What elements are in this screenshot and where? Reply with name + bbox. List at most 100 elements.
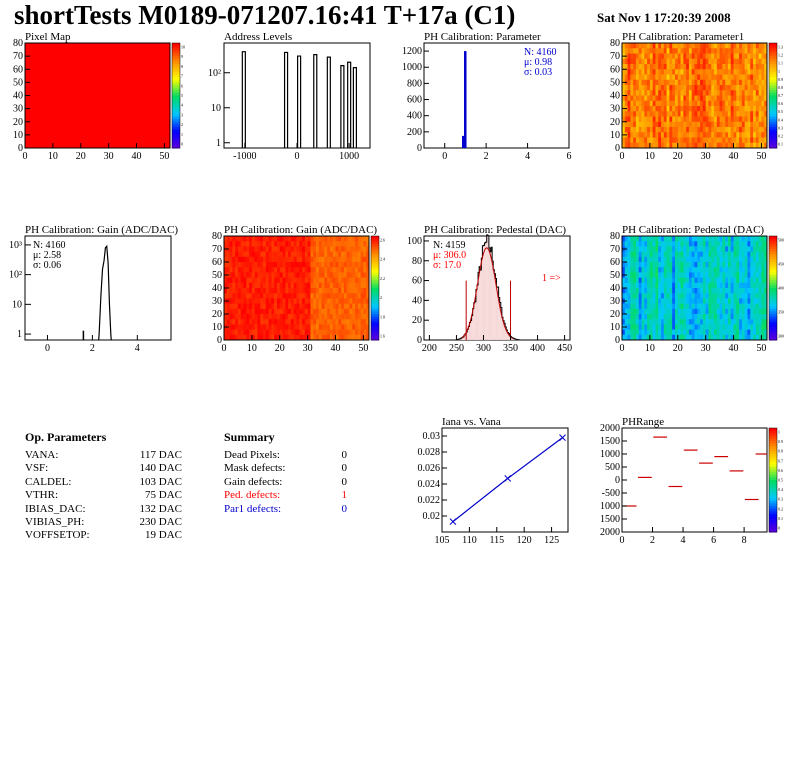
heatmap-cell xyxy=(321,293,325,299)
heatmap-cell xyxy=(736,256,740,263)
heatmap-cell xyxy=(739,69,743,75)
heatmap-cell xyxy=(714,293,718,299)
heatmap-cell xyxy=(672,69,676,75)
heatmap-cell xyxy=(649,334,654,341)
heatmap-cell xyxy=(674,85,679,91)
heatmap-cell xyxy=(761,85,765,91)
colorbar-label: 5 xyxy=(181,93,183,98)
heatmap-cell xyxy=(321,267,325,273)
heatmap-cell xyxy=(697,106,701,112)
heatmap-cell xyxy=(622,251,626,258)
colorbar-cell xyxy=(371,321,379,325)
heatmap-cell xyxy=(363,282,367,289)
heatmap-cell xyxy=(753,282,757,289)
heatmap-cell xyxy=(630,308,634,315)
heatmap-cell xyxy=(652,43,656,49)
heatmap-cell xyxy=(672,85,676,91)
heatmap-cell xyxy=(232,256,236,263)
heatmap-cell xyxy=(755,121,760,128)
heatmap-cell xyxy=(736,329,740,336)
colorbar-cell xyxy=(172,43,180,47)
summary-value: 0 xyxy=(341,475,348,488)
heatmap-cell xyxy=(666,308,670,315)
heatmap-cell xyxy=(627,137,631,144)
heatmap-cell xyxy=(686,314,690,320)
heatmap-cell xyxy=(363,308,367,315)
heatmap-cell xyxy=(741,334,746,341)
heatmap-cell xyxy=(705,256,709,263)
heatmap-cell xyxy=(254,267,258,273)
heatmap-cell xyxy=(750,246,754,252)
heatmap-cell xyxy=(672,116,676,123)
heatmap-cell xyxy=(747,116,751,123)
heatmap-cell xyxy=(257,241,261,247)
heatmap-cell xyxy=(708,308,712,315)
heatmap-cell xyxy=(246,314,250,320)
histogram-fill xyxy=(484,242,486,340)
heatmap-cell xyxy=(357,334,362,341)
heatmap-cell xyxy=(304,314,309,320)
heatmap-cell xyxy=(257,303,261,310)
heatmap-cell xyxy=(666,100,670,107)
heatmap-cell xyxy=(635,111,640,117)
heatmap-cell xyxy=(730,303,734,310)
heatmap-cell xyxy=(332,288,336,294)
heatmap-cell xyxy=(747,90,751,96)
heatmap-cell xyxy=(725,324,729,330)
colorbar-label: 0.8 xyxy=(778,85,783,90)
colorbar-label: 0.4 xyxy=(778,487,783,492)
heatmap-cell xyxy=(686,95,690,102)
heatmap-cell xyxy=(627,303,631,310)
heatmap-cell xyxy=(633,53,637,60)
histogram-fill xyxy=(483,245,485,340)
heatmap-cell xyxy=(761,69,765,75)
heatmap-cell xyxy=(658,64,662,70)
heatmap-cell xyxy=(293,303,297,310)
heatmap-cell xyxy=(744,303,748,310)
colorbar-cell xyxy=(172,106,180,110)
x-tick-label: 30 xyxy=(701,151,711,162)
heatmap-cell xyxy=(366,308,370,315)
heatmap-cell xyxy=(652,127,656,133)
heatmap-cell xyxy=(669,85,673,91)
heatmap-cell xyxy=(329,288,334,294)
heatmap-cell xyxy=(744,262,748,268)
heatmap-cell xyxy=(725,256,729,263)
heatmap-cell xyxy=(652,95,656,102)
heatmap-cell xyxy=(674,53,679,60)
heatmap-cell xyxy=(705,298,709,304)
heatmap-cell xyxy=(343,324,348,330)
colorbar-cell xyxy=(769,246,777,250)
heatmap-cell xyxy=(352,303,356,310)
heatmap-cell xyxy=(677,256,681,263)
heatmap-cell xyxy=(753,293,757,299)
heatmap-cell xyxy=(327,267,331,273)
heatmap-cell xyxy=(764,111,768,117)
heatmap-cell xyxy=(669,137,673,144)
heatmap-cell xyxy=(240,298,244,304)
heatmap-cell xyxy=(655,100,659,107)
heatmap-cell xyxy=(630,53,634,60)
heatmap-cell xyxy=(750,334,754,341)
heatmap-cell xyxy=(744,314,748,320)
heatmap-cell xyxy=(274,303,278,310)
heatmap-cell xyxy=(649,95,654,102)
heatmap-cell xyxy=(655,314,659,320)
heatmap-cell xyxy=(686,64,690,70)
heatmap-cell xyxy=(705,334,709,341)
heatmap-cell xyxy=(733,90,737,96)
heatmap-cell xyxy=(764,85,768,91)
heatmap-cell xyxy=(730,137,734,144)
heatmap-cell xyxy=(711,69,715,75)
heatmap-cell xyxy=(755,293,760,299)
heatmap-cell xyxy=(290,246,295,252)
heatmap-cell xyxy=(293,298,297,304)
heatmap-cell xyxy=(257,282,261,289)
heatmap-cell xyxy=(318,251,322,258)
heatmap-cell xyxy=(666,137,670,144)
heatmap-cell xyxy=(288,298,292,304)
heatmap-cell xyxy=(700,121,704,128)
heatmap-cell xyxy=(335,277,339,284)
heatmap-cell xyxy=(750,251,754,258)
heatmap-cell xyxy=(708,106,712,112)
